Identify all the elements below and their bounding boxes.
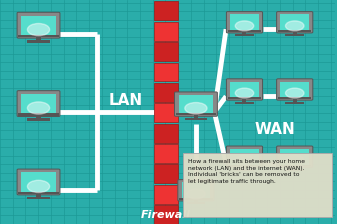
Bar	[280, 149, 309, 165]
Bar	[154, 1, 178, 20]
Bar	[278, 165, 311, 166]
Bar	[193, 115, 198, 118]
Bar	[235, 34, 254, 37]
Bar	[36, 115, 41, 118]
Bar	[230, 149, 259, 165]
Bar	[230, 15, 259, 31]
Bar	[22, 172, 56, 193]
FancyBboxPatch shape	[226, 146, 263, 167]
Bar	[235, 169, 254, 171]
FancyBboxPatch shape	[17, 91, 60, 116]
Bar	[19, 192, 59, 194]
Bar	[154, 62, 178, 82]
FancyBboxPatch shape	[17, 12, 60, 38]
Bar	[194, 200, 198, 202]
Bar	[154, 42, 178, 61]
Bar	[278, 30, 311, 32]
Bar	[230, 82, 259, 98]
FancyBboxPatch shape	[17, 169, 60, 195]
Bar	[182, 183, 210, 199]
Bar	[22, 94, 56, 114]
Bar	[285, 101, 304, 103]
Bar	[36, 37, 41, 40]
Bar	[36, 194, 41, 197]
Ellipse shape	[187, 189, 205, 199]
Ellipse shape	[285, 155, 304, 165]
Bar	[154, 205, 178, 224]
Text: Firewall: Firewall	[141, 209, 191, 220]
Ellipse shape	[235, 21, 254, 31]
Bar	[154, 83, 178, 102]
Bar	[293, 32, 297, 34]
Bar	[27, 40, 50, 43]
Ellipse shape	[285, 21, 304, 31]
Bar	[293, 99, 297, 101]
Bar	[154, 185, 178, 204]
Bar	[22, 15, 56, 36]
FancyBboxPatch shape	[277, 12, 313, 33]
FancyBboxPatch shape	[226, 79, 263, 100]
Ellipse shape	[27, 180, 50, 192]
FancyBboxPatch shape	[178, 180, 214, 201]
Bar	[285, 34, 304, 37]
Bar	[228, 165, 261, 166]
Bar	[19, 35, 59, 37]
Bar	[280, 15, 309, 31]
Bar	[235, 101, 254, 103]
Bar	[154, 144, 178, 163]
Bar	[154, 103, 178, 122]
Ellipse shape	[235, 155, 254, 165]
Bar	[185, 118, 207, 121]
Bar	[154, 164, 178, 183]
Bar	[27, 197, 50, 199]
Bar	[243, 166, 246, 169]
FancyBboxPatch shape	[175, 92, 217, 116]
Bar	[187, 202, 205, 204]
Bar	[293, 166, 297, 169]
FancyBboxPatch shape	[277, 146, 313, 167]
Bar	[243, 99, 246, 101]
Bar	[179, 198, 213, 200]
Bar	[280, 82, 309, 98]
Text: How a firewall sits between your home
network (LAN) and the internet (WAN).
Indi: How a firewall sits between your home ne…	[188, 159, 305, 184]
Bar	[154, 22, 178, 41]
Bar	[27, 118, 50, 121]
FancyBboxPatch shape	[226, 12, 263, 33]
Text: LAN: LAN	[109, 93, 143, 108]
Ellipse shape	[285, 88, 304, 98]
Bar	[154, 124, 178, 142]
Bar	[243, 32, 246, 34]
Ellipse shape	[235, 88, 254, 98]
Ellipse shape	[27, 24, 50, 36]
Bar	[179, 95, 213, 114]
Bar	[176, 113, 216, 115]
Ellipse shape	[185, 103, 207, 114]
FancyBboxPatch shape	[183, 153, 332, 217]
Bar	[228, 97, 261, 99]
FancyBboxPatch shape	[277, 79, 313, 100]
Ellipse shape	[27, 102, 50, 114]
Text: WAN: WAN	[254, 123, 295, 137]
Bar	[228, 30, 261, 32]
Bar	[278, 97, 311, 99]
Bar	[285, 169, 304, 171]
Bar	[19, 113, 59, 116]
